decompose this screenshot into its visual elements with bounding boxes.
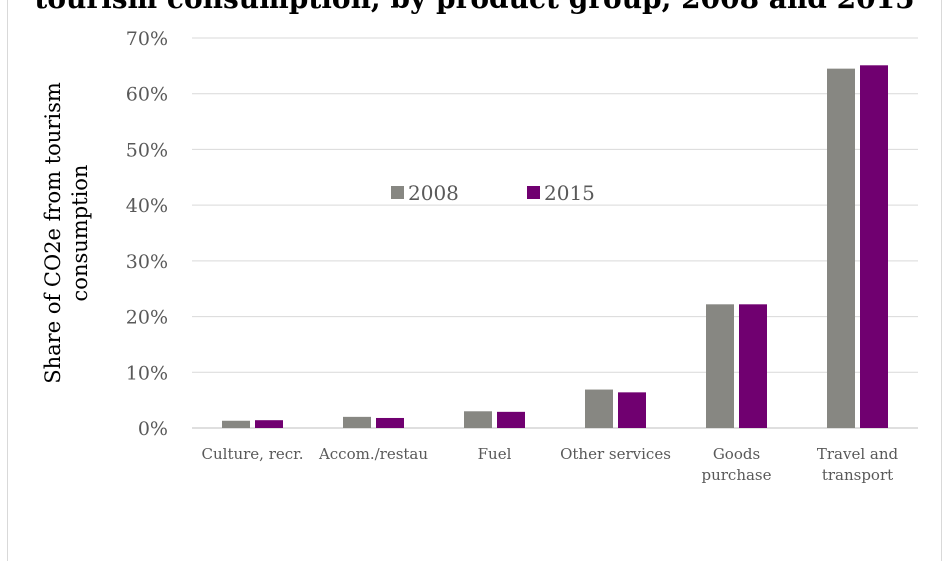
- bar-2008-3: [585, 389, 613, 428]
- y-axis-label: Share of CO2e from tourism consumption: [41, 82, 92, 384]
- bar-2008-0: [222, 420, 250, 428]
- bar-2008-5: [827, 68, 855, 429]
- chart-frame: [7, 0, 942, 561]
- chart-title: tourism consumption, by product group, 2…: [0, 0, 949, 15]
- y-tick-label: 0%: [138, 418, 168, 440]
- legend-swatch-2008: [391, 186, 404, 199]
- legend-label-2008: 2008: [408, 181, 459, 205]
- x-category-label: Goods purchase: [701, 445, 771, 484]
- x-category-label: Culture, recr.: [202, 445, 304, 463]
- y-tick-label: 20%: [126, 307, 168, 329]
- y-axis-title: Share of CO2e from tourism consumption: [41, 82, 92, 384]
- y-tick-label: 30%: [126, 251, 168, 273]
- bar-2015-0: [255, 420, 283, 428]
- bar-2015-2: [497, 411, 525, 428]
- y-tick-label: 50%: [126, 139, 168, 161]
- bar-2015-3: [618, 392, 646, 428]
- bar-2008-4: [706, 304, 734, 428]
- bar-2015-1: [376, 417, 404, 428]
- legend-swatch-2015: [527, 186, 540, 199]
- bar-2008-2: [464, 411, 492, 428]
- legend-label-2015: 2015: [544, 181, 595, 205]
- y-tick-label: 70%: [126, 28, 168, 50]
- x-category-label: Fuel: [478, 445, 512, 463]
- bar-2008-1: [343, 416, 371, 428]
- x-category-label: Travel and transport: [817, 445, 899, 484]
- bar-2015-4: [739, 304, 767, 428]
- y-tick-label: 10%: [126, 362, 168, 384]
- x-category-label: Other services: [560, 445, 671, 463]
- bars: [222, 65, 888, 429]
- x-axis-labels: Culture, recr. Accom./restau Fuel Other ser…: [202, 445, 899, 484]
- gridlines: [192, 37, 918, 429]
- x-category-label: Accom./restau: [318, 445, 428, 463]
- y-axis-ticks: 0% 10% 20% 30% 40% 50% 60% 70%: [126, 28, 168, 440]
- y-tick-label: 60%: [126, 84, 168, 106]
- bar-2015-5: [860, 65, 888, 429]
- y-tick-label: 40%: [126, 195, 168, 217]
- legend: 2008 2015: [391, 181, 595, 205]
